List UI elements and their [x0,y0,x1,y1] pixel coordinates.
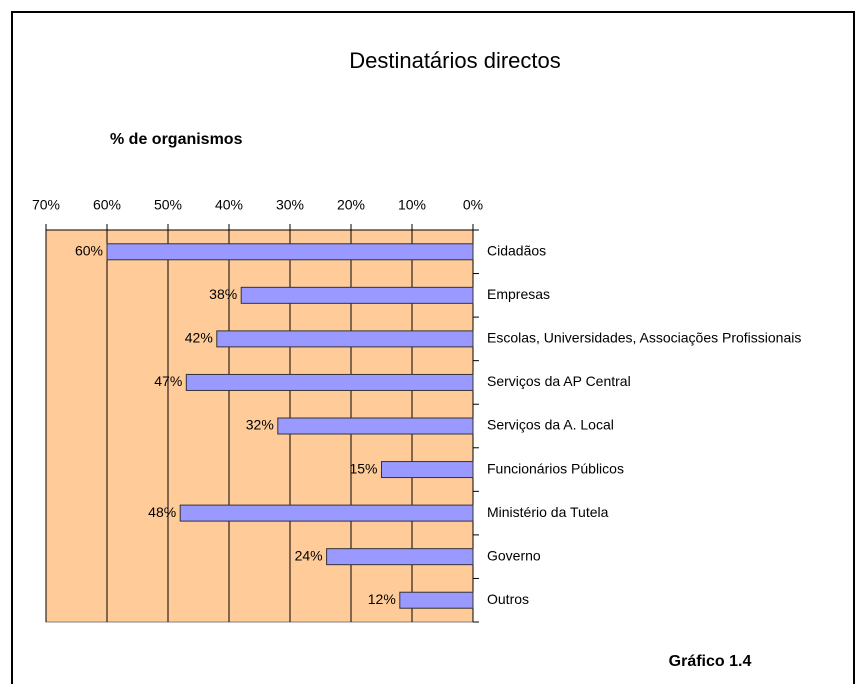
bar [277,417,474,435]
chart-title: Destinatários directos [349,48,561,73]
bar [106,243,474,261]
x-tick-label: 50% [154,197,182,213]
category-label: Empresas [487,286,550,302]
category-label: Serviços da A. Local [487,417,614,433]
data-label: 60% [75,242,103,258]
x-tick-label: 10% [398,197,426,213]
frame [11,11,855,684]
category-label: Escolas, Universidades, Associações Prof… [487,330,801,346]
category-label: Governo [487,547,541,563]
bar [216,330,474,348]
bar [326,548,474,566]
x-tick-label: 30% [276,197,304,213]
axis-title: % de organismos [110,131,243,148]
data-label: 15% [349,460,377,476]
category-label: Cidadãos [487,242,546,258]
bar [381,461,474,479]
data-label: 12% [368,591,396,607]
x-tick-label: 20% [337,197,365,213]
data-label: 38% [209,286,237,302]
category-label: Funcionários Públicos [487,460,624,476]
bar [399,591,474,609]
x-tick-label: 70% [32,197,60,213]
x-tick-label: 40% [215,197,243,213]
annotation: Gráfico 1.4 [669,653,752,670]
bar [179,504,474,522]
x-tick-label: 0% [463,197,483,213]
category-label: Serviços da AP Central [487,373,631,389]
data-label: 42% [185,330,213,346]
data-label: 24% [295,547,323,563]
bar [185,373,474,391]
category-label: Ministério da Tutela [487,504,609,520]
bar [240,286,474,304]
category-label: Outros [487,591,529,607]
x-tick-label: 60% [93,197,121,213]
data-label: 47% [154,373,182,389]
data-label: 48% [148,504,176,520]
data-label: 32% [246,417,274,433]
